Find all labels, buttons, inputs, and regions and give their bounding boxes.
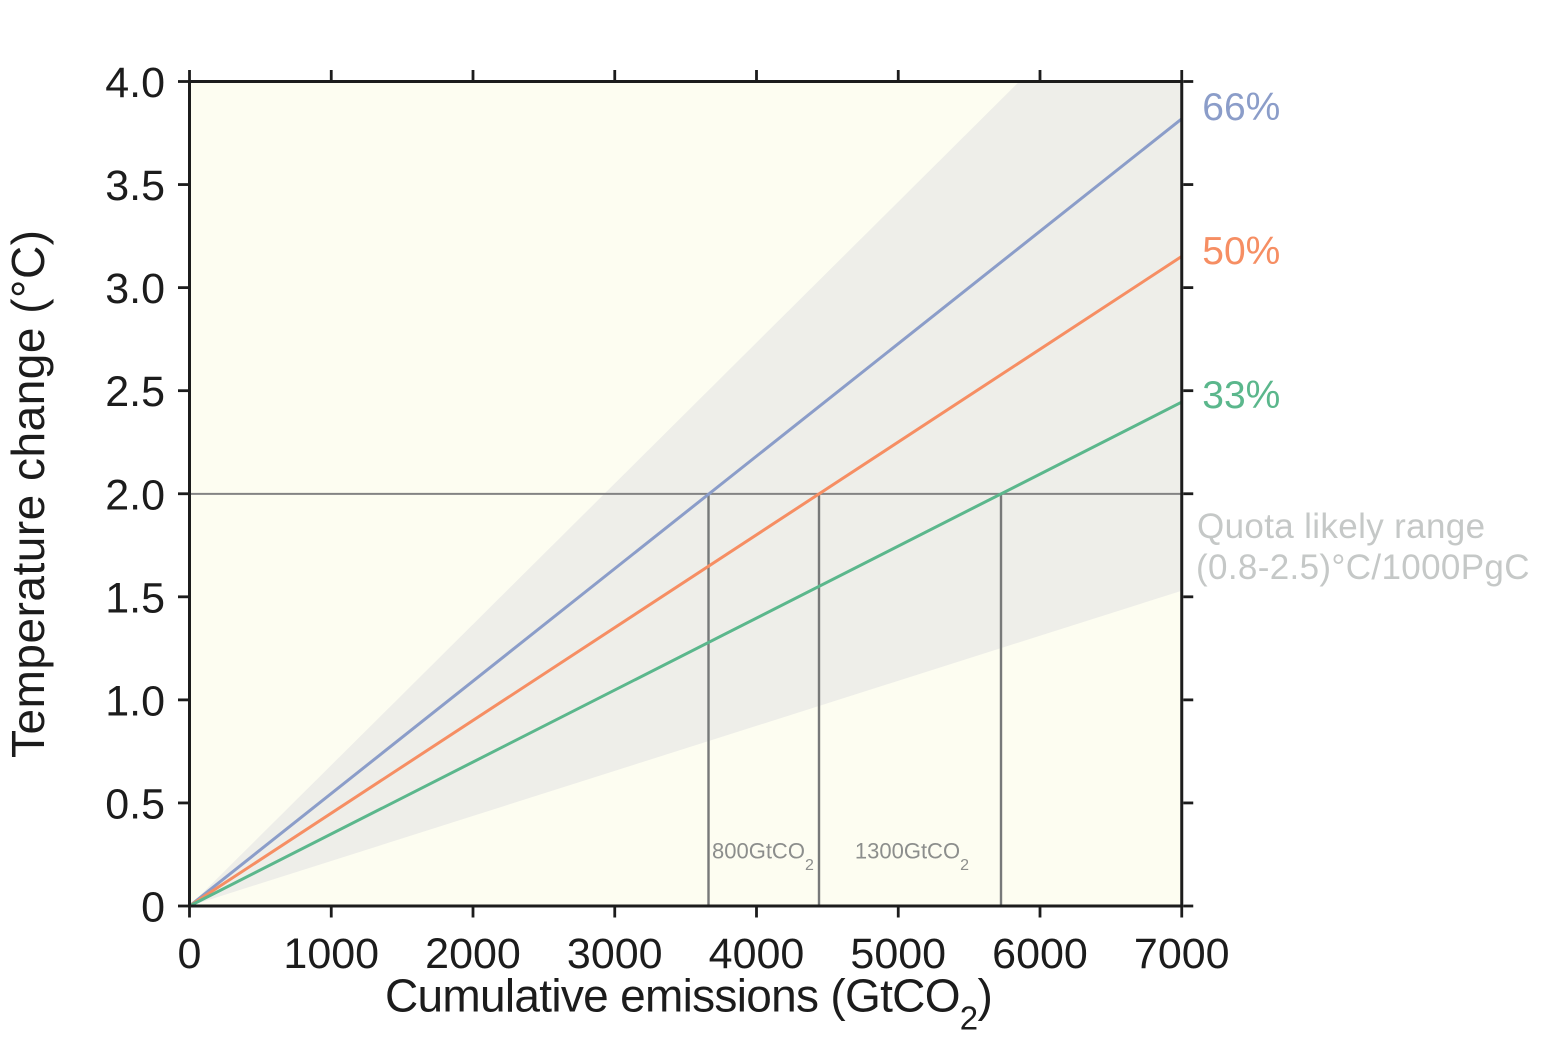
svg-text:7000: 7000: [1134, 930, 1230, 978]
svg-text:4.0: 4.0: [105, 59, 165, 107]
svg-text:Temperature change (°C): Temperature change (°C): [2, 230, 54, 758]
svg-text:3.5: 3.5: [105, 162, 165, 210]
svg-text:1.5: 1.5: [105, 574, 165, 622]
svg-text:6000: 6000: [992, 930, 1088, 978]
svg-text:0: 0: [141, 884, 165, 932]
svg-text:3000: 3000: [567, 930, 663, 978]
svg-text:0: 0: [178, 930, 202, 978]
svg-text:50%: 50%: [1202, 230, 1280, 273]
svg-text:2000: 2000: [425, 930, 521, 978]
svg-text:33%: 33%: [1202, 374, 1280, 417]
svg-text:3.0: 3.0: [105, 265, 165, 313]
svg-text:66%: 66%: [1202, 86, 1280, 129]
svg-text:Quota likely range: Quota likely range: [1197, 507, 1485, 546]
svg-text:1000: 1000: [283, 930, 379, 978]
svg-text:5000: 5000: [850, 930, 946, 978]
svg-text:2.0: 2.0: [105, 471, 165, 519]
svg-text:4000: 4000: [709, 930, 805, 978]
svg-text:1.0: 1.0: [105, 677, 165, 725]
svg-text:(0.8-2.5)°C/1000PgC: (0.8-2.5)°C/1000PgC: [1196, 548, 1530, 587]
svg-text:2.5: 2.5: [105, 368, 165, 416]
svg-text:0.5: 0.5: [105, 780, 165, 828]
